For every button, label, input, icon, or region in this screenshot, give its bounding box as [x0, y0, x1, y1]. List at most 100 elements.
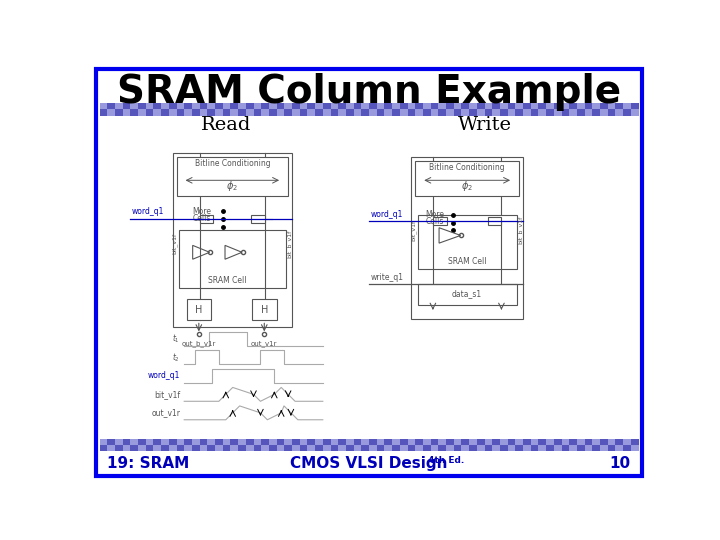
Bar	[138, 439, 145, 445]
Bar	[186, 299, 211, 320]
Bar	[377, 110, 384, 116]
Bar	[418, 215, 517, 269]
Bar	[253, 110, 261, 116]
Bar	[423, 103, 431, 110]
Bar	[284, 445, 292, 451]
Bar	[485, 110, 492, 116]
Bar	[454, 103, 462, 110]
Bar	[531, 445, 539, 451]
Bar	[392, 103, 400, 110]
Bar	[145, 110, 153, 116]
Bar	[307, 103, 315, 110]
Bar	[392, 110, 400, 116]
Bar	[469, 439, 477, 445]
Text: bit_b_v1f: bit_b_v1f	[518, 216, 523, 245]
Text: word_q1: word_q1	[132, 207, 164, 217]
Text: out_v1r: out_v1r	[251, 340, 277, 347]
Bar	[338, 445, 346, 451]
Bar	[523, 103, 531, 110]
Text: $\phi_2$: $\phi_2$	[226, 179, 238, 193]
Text: $t_1$: $t_1$	[173, 333, 180, 345]
Bar	[168, 439, 176, 445]
Bar	[338, 103, 346, 110]
Bar	[438, 103, 446, 110]
Bar	[415, 445, 423, 451]
Bar	[523, 110, 531, 116]
Bar	[115, 103, 122, 110]
Bar	[631, 439, 639, 445]
Text: Write: Write	[457, 116, 511, 134]
Bar	[107, 110, 115, 116]
Bar	[179, 231, 286, 288]
Text: Read: Read	[202, 116, 252, 134]
Bar	[577, 110, 585, 116]
Bar	[330, 439, 338, 445]
Bar	[623, 103, 631, 110]
Bar	[292, 439, 300, 445]
Bar	[570, 110, 577, 116]
Bar	[585, 103, 593, 110]
Bar	[122, 439, 130, 445]
Bar	[462, 439, 469, 445]
Bar	[173, 153, 292, 327]
Bar	[392, 439, 400, 445]
Bar	[616, 103, 623, 110]
Bar	[307, 439, 315, 445]
Bar	[433, 217, 447, 225]
Bar	[153, 110, 161, 116]
Bar	[608, 439, 616, 445]
Bar	[500, 439, 508, 445]
Bar	[408, 439, 415, 445]
Bar	[616, 110, 623, 116]
Bar	[516, 103, 523, 110]
Bar	[315, 103, 323, 110]
Bar	[276, 110, 284, 116]
Bar	[192, 110, 199, 116]
Bar	[338, 110, 346, 116]
Bar	[153, 439, 161, 445]
Bar	[276, 103, 284, 110]
Bar	[446, 445, 454, 451]
Bar	[207, 103, 215, 110]
Bar	[600, 439, 608, 445]
Bar	[307, 110, 315, 116]
Bar	[99, 110, 107, 116]
Bar	[377, 439, 384, 445]
Bar	[454, 110, 462, 116]
Bar	[415, 439, 423, 445]
Bar	[593, 110, 600, 116]
Bar	[107, 439, 115, 445]
Bar	[446, 110, 454, 116]
Bar	[253, 445, 261, 451]
Bar	[115, 439, 122, 445]
Bar	[330, 103, 338, 110]
Bar	[161, 110, 168, 116]
Bar	[238, 445, 246, 451]
Bar	[539, 445, 546, 451]
Bar	[593, 103, 600, 110]
Bar	[138, 445, 145, 451]
Bar	[369, 439, 377, 445]
Bar	[508, 439, 516, 445]
Text: out_v1r: out_v1r	[151, 408, 180, 417]
Bar	[130, 103, 138, 110]
Bar	[238, 110, 246, 116]
Bar	[168, 103, 176, 110]
Bar	[238, 103, 246, 110]
Bar	[215, 445, 222, 451]
Bar	[500, 103, 508, 110]
Bar	[485, 445, 492, 451]
Bar	[238, 439, 246, 445]
Bar	[523, 445, 531, 451]
Bar	[307, 445, 315, 451]
Bar	[253, 439, 261, 445]
Bar	[400, 110, 408, 116]
Bar	[230, 103, 238, 110]
Bar	[392, 445, 400, 451]
Bar	[415, 103, 423, 110]
Bar	[438, 445, 446, 451]
Bar	[616, 439, 623, 445]
Bar	[562, 103, 570, 110]
Bar	[176, 103, 184, 110]
Bar	[176, 445, 184, 451]
